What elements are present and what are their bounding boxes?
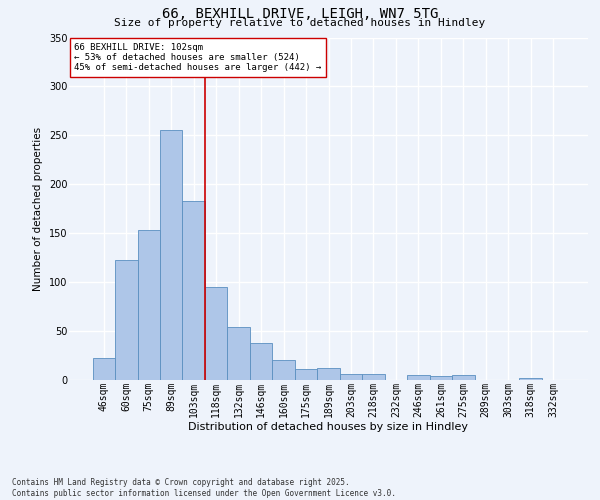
Bar — [520, 378, 542, 380]
Bar — [340, 374, 362, 380]
Bar — [295, 369, 317, 380]
Text: 66, BEXHILL DRIVE, LEIGH, WN7 5TG: 66, BEXHILL DRIVE, LEIGH, WN7 5TG — [162, 8, 438, 22]
Bar — [250, 343, 272, 380]
Bar — [452, 375, 475, 380]
Bar — [430, 376, 452, 380]
Bar — [115, 260, 137, 380]
Bar — [160, 130, 182, 380]
Bar — [407, 375, 430, 380]
Bar — [272, 360, 295, 380]
Bar — [137, 230, 160, 380]
Bar — [227, 327, 250, 380]
Text: 66 BEXHILL DRIVE: 102sqm
← 53% of detached houses are smaller (524)
45% of semi-: 66 BEXHILL DRIVE: 102sqm ← 53% of detach… — [74, 42, 322, 72]
X-axis label: Distribution of detached houses by size in Hindley: Distribution of detached houses by size … — [188, 422, 469, 432]
Y-axis label: Number of detached properties: Number of detached properties — [34, 126, 43, 291]
Bar — [362, 374, 385, 380]
Bar — [182, 201, 205, 380]
Text: Contains HM Land Registry data © Crown copyright and database right 2025.
Contai: Contains HM Land Registry data © Crown c… — [12, 478, 396, 498]
Bar — [205, 287, 227, 380]
Text: Size of property relative to detached houses in Hindley: Size of property relative to detached ho… — [115, 18, 485, 28]
Bar — [317, 368, 340, 380]
Bar — [92, 358, 115, 380]
